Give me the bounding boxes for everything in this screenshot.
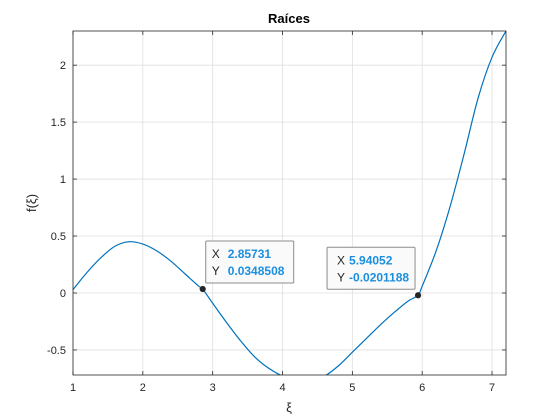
axes-box [72, 30, 507, 376]
grid [72, 31, 506, 375]
y-tick-label: 1.5 [51, 117, 66, 129]
x-tick-label: 6 [419, 382, 425, 394]
x-tick-label: 3 [210, 382, 216, 394]
y-tick-label: -0.5 [47, 345, 66, 357]
datatip-y-value: -0.0201188 [349, 270, 409, 284]
x-tick-label: 7 [489, 382, 495, 394]
axis-ticks: 1 2 3 4 5 6 7 -0.5 0 0.5 1 1.5 2 [47, 31, 506, 394]
x-axis-label: ξ [286, 400, 292, 415]
datatip-box [205, 240, 295, 284]
y-axis-label: f(ξ) [24, 194, 39, 212]
datatip-x-key: X [212, 247, 220, 261]
datatip-marker[interactable] [414, 292, 422, 299]
y-tick-label: 2 [60, 60, 66, 72]
datatip[interactable]: X 5.94052 Y -0.0201188 [326, 246, 422, 299]
y-tick-label: 1 [60, 174, 66, 186]
y-tick-label: 0 [60, 288, 66, 300]
y-tick-label: 0.5 [51, 231, 66, 243]
datatips[interactable]: X 2.85731 Y 0.0348508 X 5.94052 Y -0.0201188 [199, 240, 422, 299]
x-tick-label: 2 [140, 382, 146, 394]
datatip[interactable]: X 2.85731 Y 0.0348508 [199, 240, 295, 293]
x-tick-label: 4 [279, 382, 285, 394]
x-tick-label: 1 [70, 382, 76, 394]
data-line [73, 31, 506, 375]
datatip-marker[interactable] [199, 285, 206, 293]
datatip-y-key: Y [212, 264, 220, 278]
datatip-y-value: 0.0348508 [228, 264, 285, 278]
datatip-box [326, 246, 416, 290]
datatip-y-key: Y [337, 270, 345, 284]
x-tick-label: 5 [349, 382, 355, 394]
datatip-x-key: X [337, 253, 345, 267]
datatip-x-value: 5.94052 [349, 253, 393, 267]
datatip-x-value: 2.85731 [228, 247, 272, 261]
plot-area [73, 31, 506, 375]
chart-title: Raíces [268, 11, 310, 26]
